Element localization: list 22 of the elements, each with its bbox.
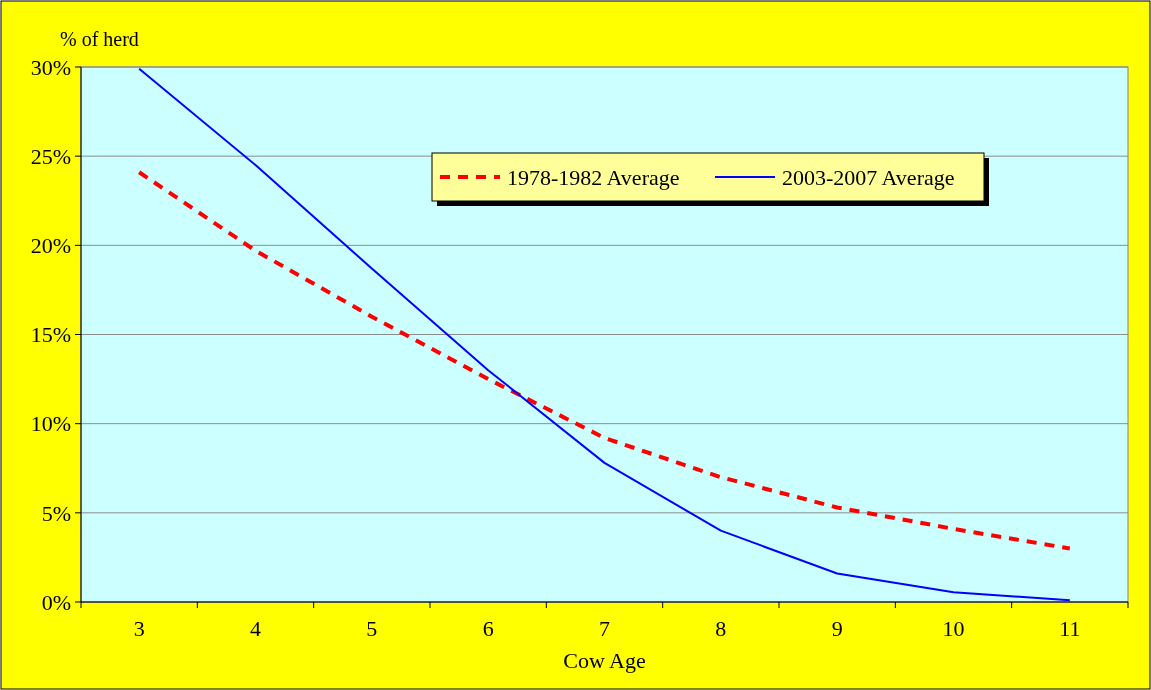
x-tick-label: 6 bbox=[482, 616, 494, 641]
x-tick-label: 11 bbox=[1059, 616, 1081, 641]
x-tick-label: 7 bbox=[599, 616, 610, 641]
y-tick-label: 20% bbox=[30, 233, 71, 259]
y-tick-label: 10% bbox=[30, 411, 71, 437]
y-tick-label: 15% bbox=[30, 322, 71, 348]
y-tick-label: 25% bbox=[30, 143, 71, 169]
y-tick-label: 0% bbox=[41, 589, 71, 615]
y-tick-label: 5% bbox=[41, 500, 71, 526]
x-tick-label: 10 bbox=[942, 616, 965, 641]
x-tick-label: 3 bbox=[133, 616, 145, 641]
x-tick-label: 8 bbox=[715, 616, 727, 641]
x-tick-label: 9 bbox=[831, 616, 843, 641]
line-series bbox=[137, 170, 1072, 551]
x-tick-label: 4 bbox=[250, 616, 261, 641]
x-tick-label: 5 bbox=[366, 616, 378, 641]
y-tick-label: 30% bbox=[30, 54, 71, 80]
y-axis-title: % of herd bbox=[60, 28, 139, 50]
legend-label: 1978-1982 Average bbox=[507, 164, 680, 190]
x-axis-title: Cow Age bbox=[563, 648, 646, 673]
legend-label: 2003-2007 Average bbox=[782, 164, 955, 190]
line-series bbox=[138, 67, 1071, 602]
